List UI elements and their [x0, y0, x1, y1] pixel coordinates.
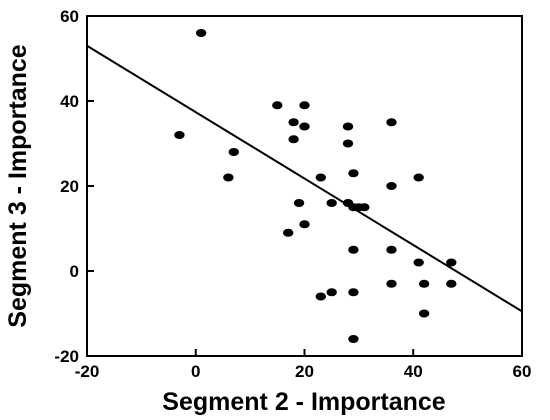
plot-frame — [86, 15, 523, 357]
data-point — [288, 135, 299, 144]
y-axis-title: Segment 3 - Importance — [4, 44, 32, 327]
data-point — [446, 279, 457, 288]
data-point — [342, 139, 354, 148]
x-axis-ticks — [86, 349, 523, 356]
data-point — [223, 173, 234, 182]
data-point — [342, 122, 354, 131]
data-point — [326, 199, 337, 207]
data-points — [174, 29, 457, 343]
y-axis-tick-labels: -20 0 20 40 60 — [54, 7, 79, 366]
data-point — [386, 182, 397, 190]
y-tick-label: 60 — [60, 7, 79, 26]
x-axis-tick-labels: -20 0 20 40 60 — [75, 362, 532, 381]
data-point — [348, 288, 359, 297]
data-point — [293, 199, 305, 207]
data-point — [348, 169, 359, 178]
y-tick-label: 0 — [70, 262, 79, 281]
y-tick-label: 20 — [60, 177, 79, 196]
y-tick-label: 40 — [60, 92, 79, 111]
y-axis-ticks — [87, 15, 94, 357]
data-point — [348, 245, 359, 254]
y-tick-label: -20 — [54, 347, 79, 366]
x-tick-label: 0 — [191, 362, 200, 381]
data-point — [348, 335, 359, 343]
data-point — [359, 203, 370, 212]
data-point — [418, 279, 430, 288]
data-point — [272, 101, 283, 110]
data-point — [386, 279, 397, 288]
x-tick-label: -20 — [75, 362, 100, 381]
trend-line — [86, 44, 523, 313]
data-point — [174, 131, 185, 139]
data-point — [326, 288, 337, 297]
data-point — [299, 101, 310, 110]
data-point — [195, 29, 207, 37]
data-point — [299, 122, 310, 131]
x-axis-title: Segment 2 - Importance — [162, 388, 445, 416]
data-point — [413, 173, 424, 182]
data-point — [386, 118, 397, 127]
x-tick-label: 40 — [404, 362, 423, 381]
data-point — [413, 258, 424, 267]
data-point — [228, 148, 240, 156]
data-point — [446, 258, 457, 267]
x-tick-label: 60 — [513, 362, 532, 381]
data-point — [299, 220, 310, 229]
data-point — [315, 292, 327, 301]
data-point — [282, 228, 294, 237]
data-point — [418, 309, 430, 318]
data-point — [288, 118, 299, 127]
x-tick-label: 20 — [295, 362, 314, 381]
data-point — [386, 245, 397, 254]
data-point — [315, 173, 327, 182]
